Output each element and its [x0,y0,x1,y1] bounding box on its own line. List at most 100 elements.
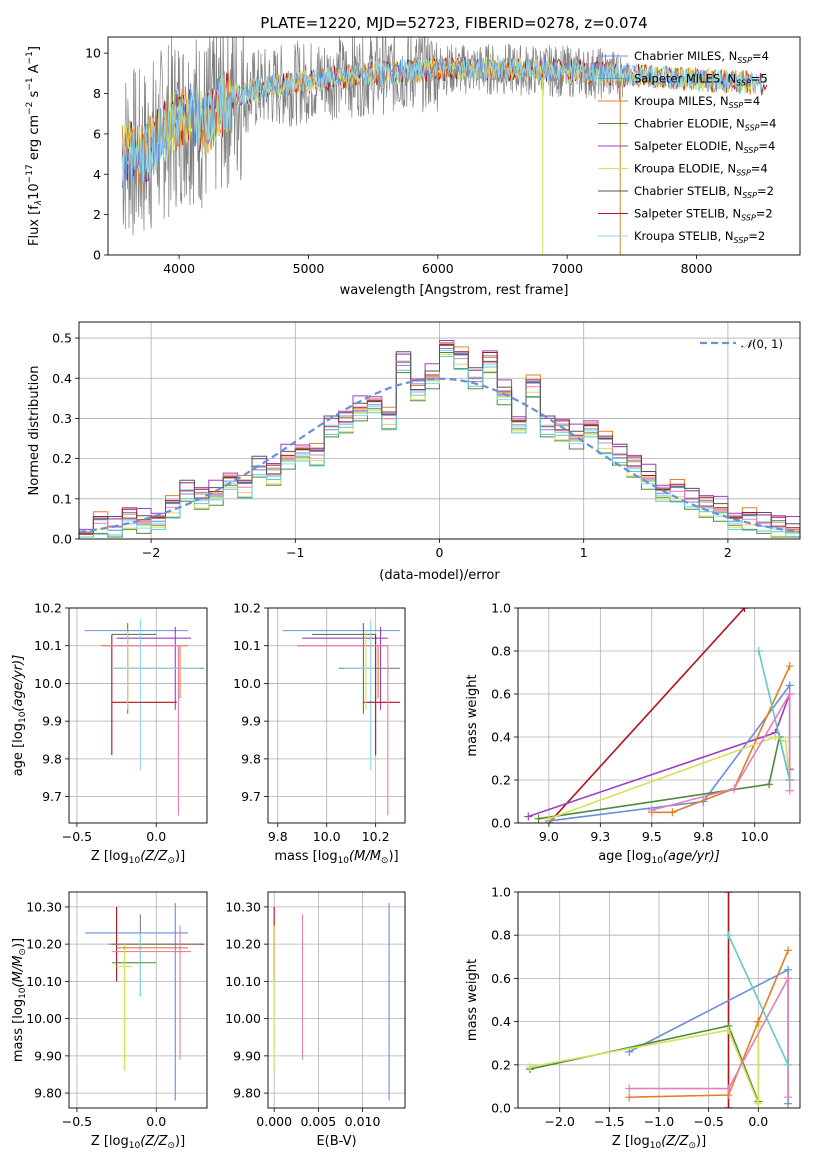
y-tick-label: 9.90 [233,1048,261,1063]
y-axis-label: age [log10(age/yr)] [11,655,28,777]
data-point [524,812,533,821]
y-tick-label: 0.3 [52,411,72,426]
legend-entry: Salpeter ELODIE, NSSP=4 [598,139,775,155]
data-point [544,814,553,823]
label-part: =4 [743,94,760,108]
weight-series [647,662,794,817]
y-axis-label: Flux [fλ10−17 erg cm−2 s−1 A−1] [25,46,44,246]
data-point [784,1060,793,1069]
y-label-part: erg cm [27,115,42,164]
data-point [668,808,677,817]
label-part: age [log [598,849,651,864]
error-cross [84,903,188,1101]
y-tick-label: 10.30 [225,899,261,914]
data-point [785,690,794,698]
y-tick-label: 10.00 [225,1011,261,1026]
y-tick-label: 0.6 [491,971,511,986]
legend-entry: Kroupa ELODIE, NSSP=4 [598,162,768,178]
label-part: ⊙ [381,856,389,866]
y-tick-label: 0.0 [52,532,72,547]
plot-area [84,903,204,1101]
axes-frame [68,891,208,1109]
y-axis-label: mass weight [465,674,480,756]
data-point [785,681,794,690]
data-point [781,737,790,746]
label-part: ⊙ [688,1141,696,1151]
series-line [529,1021,760,1102]
legend-entry: Chabrier ELODIE, NSSP=4 [598,117,776,133]
x-tick-label: 0.010 [345,1114,381,1129]
x-tick-label: −1.0 [644,1114,674,1129]
legend-entry: Salpeter STELIB, NSSP=2 [598,207,773,223]
residuals-panel: −2 −1 0 1 2 0.0 0.1 0.2 0.3 0.4 0.5 𝒩(0, 1) (data-mo… [27,321,801,583]
label-part: mass [log [11,999,26,1062]
label-part: =2 [756,207,773,221]
error-cross [297,645,388,699]
y-tick-label: 9.8 [42,751,62,766]
label-part: (0, 1) [752,337,783,351]
y-tick-label: 10.00 [26,1011,62,1026]
x-tick-label: −2 [142,545,160,560]
plot-area [84,619,204,816]
y-tick-label: 10.1 [34,638,62,653]
data-point [525,1062,534,1071]
label-part: (M/M [11,956,26,988]
label-part: 10 [129,1141,141,1151]
y-tick-label: 9.80 [233,1086,261,1101]
x-tick-label: 0.005 [300,1114,336,1129]
x-tick-label: 10.2 [362,829,390,844]
y-tick-label: 9.80 [34,1086,62,1101]
x-tick-label: 5000 [293,261,325,276]
x-axis-label: mass [log10(M/M⊙)] [274,849,398,866]
label-part: SSP [729,101,744,110]
y-tick-label: 10 [85,46,101,61]
weight-vs-age-panel: 9.0 9.3 9.5 9.8 10.0 0.0 0.2 0.4 0.6 0.8 1.0 age [l… [465,601,801,866]
x-tick-label: 0 [436,545,444,560]
series-line [629,978,789,1098]
data-point [724,892,733,896]
y-tick-label: 0.1 [52,491,72,506]
y-tick-label: 9.7 [241,789,261,804]
data-point [724,1104,733,1108]
x-tick-label: 9.8 [693,829,713,844]
x-tick-label: 8000 [681,261,713,276]
axes-frame [78,321,801,540]
x-tick-label: −0.5 [62,829,92,844]
label-part: Kroupa STELIB, N [634,229,734,243]
y-tick-label: 9.9 [42,714,62,729]
label-part: )] [175,1134,185,1149]
label-part: =5 [751,72,768,86]
error-cross [108,645,185,816]
legend-label: Chabrier MILES, NSSP=4 [634,49,769,65]
y-tick-label: 0.5 [52,331,72,346]
label-part: (M/M [349,849,381,864]
error-cross [111,944,157,1071]
series-line [651,691,791,811]
error-cross [363,634,401,756]
y-tick-label: 0.2 [52,451,72,466]
y-axis-label: Normed distribution [27,366,42,496]
data-point [771,733,780,741]
label-part: Kroupa MILES, N [634,94,729,108]
x-axis-label: Z [log10(Z/Z⊙)] [91,1134,185,1151]
y-tick-label: 10.0 [34,676,62,691]
y-tick-label: 0.4 [52,371,72,386]
y-tick-label: 10.10 [225,974,261,989]
data-point [730,784,739,793]
x-tick-label: −0.5 [693,1114,723,1129]
plot-area [525,892,793,1108]
label-part: Chabrier STELIB, N [634,184,742,198]
label-part: )] [11,938,26,948]
x-tick-label: 9.0 [539,829,559,844]
y-axis-label: mass [log10(M/M⊙)] [11,938,28,1062]
legend-label: Salpeter ELODIE, NSSP=4 [634,139,775,155]
label-part: Salpeter STELIB, N [634,207,741,221]
label-part: Salpeter ELODIE, N [634,139,744,153]
legend-label: Kroupa STELIB, NSSP=2 [634,229,765,245]
error-cross [116,944,133,1071]
plot-area [524,608,794,823]
y-tick-label: 0.2 [491,773,511,788]
axes-frame [107,36,801,256]
data-point [534,814,543,823]
x-axis-label: wavelength [Angstrom, rest frame] [340,283,569,298]
